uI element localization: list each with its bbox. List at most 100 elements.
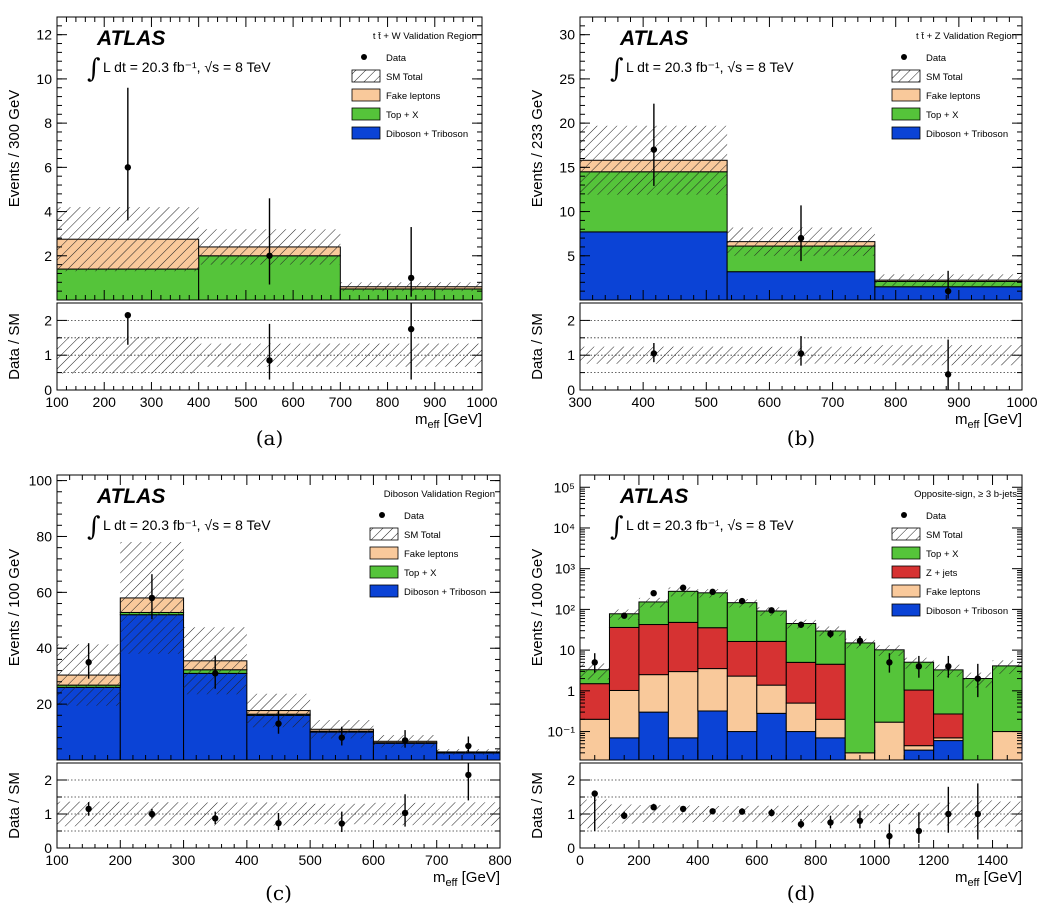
legend-label: Fake leptons bbox=[404, 549, 459, 560]
stack-bar bbox=[874, 721, 905, 761]
x-axis-title-main: m bbox=[415, 411, 428, 428]
lumi-text: L dt = 20.3 fb⁻¹, √s = 8 TeV bbox=[626, 517, 794, 533]
y-tick-label: 2 bbox=[44, 248, 52, 264]
ratio-y-tick-label: 1 bbox=[567, 806, 575, 822]
legend-swatch bbox=[891, 126, 921, 140]
ratio-point bbox=[679, 805, 687, 813]
legend-swatch bbox=[891, 584, 921, 598]
x-tick-label: 0 bbox=[576, 852, 584, 868]
x-tick-label: 600 bbox=[281, 394, 305, 410]
sm-uncertainty-band bbox=[668, 587, 698, 597]
x-tick-label: 600 bbox=[745, 852, 769, 868]
legend: Diboson Validation Region Data SM Total Fak… bbox=[369, 489, 495, 598]
ratio-point bbox=[591, 790, 598, 797]
legend-swatch-sm-total bbox=[369, 527, 399, 541]
legend-swatch-sm-total bbox=[891, 527, 921, 541]
ratio-point bbox=[856, 817, 864, 824]
y-tick-label: 20 bbox=[36, 696, 52, 712]
atlas-label: ATLAS bbox=[96, 27, 165, 50]
ratio-point bbox=[338, 820, 345, 827]
stack-bar bbox=[579, 231, 728, 301]
x-tick-label: 400 bbox=[187, 394, 211, 410]
y-tick-label: 10³ bbox=[555, 561, 576, 577]
legend-label: Diboson + Triboson bbox=[926, 129, 1008, 140]
y-tick-label: 10² bbox=[555, 601, 576, 617]
y-tick-label: 4 bbox=[44, 204, 52, 220]
stack-bar bbox=[667, 590, 699, 623]
ratio-y-tick-label: 2 bbox=[44, 312, 52, 328]
ratio-frame bbox=[56, 302, 483, 391]
x-tick-label: 500 bbox=[298, 852, 322, 868]
ratio-y-axis-title: Data / SM bbox=[529, 313, 546, 380]
stack-bar bbox=[638, 624, 669, 676]
data-point bbox=[679, 584, 687, 591]
y-axis-title: Events / 233 GeV bbox=[529, 90, 546, 208]
ratio-panel: 0 1 2 300 400 500 600 700 800 900 1000 Data / SM mef… bbox=[529, 302, 1038, 431]
x-tick-label: 1000 bbox=[1006, 394, 1037, 410]
x-tick-label: 300 bbox=[140, 394, 164, 410]
stack-bar bbox=[697, 627, 728, 670]
data-point bbox=[974, 675, 981, 682]
data-point bbox=[797, 234, 805, 242]
ratio-y-tick-label: 1 bbox=[567, 347, 575, 363]
stack-bar bbox=[667, 671, 699, 739]
x-axis-title-main: m bbox=[433, 869, 446, 886]
y-tick-label: 8 bbox=[44, 115, 52, 131]
ratio-y-tick-label: 2 bbox=[567, 772, 575, 788]
ratio-point bbox=[915, 827, 923, 835]
data-point bbox=[797, 621, 805, 628]
atlas-label: ATLAS bbox=[619, 27, 688, 50]
ratio-y-axis-title: Data / SM bbox=[529, 772, 546, 839]
x-tick-label: 100 bbox=[45, 394, 69, 410]
integral-sign: ∫ bbox=[610, 512, 624, 542]
y-tick-label: 20 bbox=[559, 115, 575, 131]
ratio-point bbox=[266, 357, 273, 364]
stack-bar bbox=[56, 268, 200, 301]
stack-bar bbox=[638, 711, 669, 761]
x-tick-label: 400 bbox=[686, 852, 710, 868]
ratio-y-tick-label: 0 bbox=[567, 840, 575, 856]
x-axis-title-sub: eff bbox=[427, 419, 440, 431]
data-points bbox=[85, 574, 472, 753]
integral-sign: ∫ bbox=[87, 512, 101, 542]
y-tick-label: 15 bbox=[559, 159, 575, 175]
stack-bar bbox=[579, 718, 610, 761]
x-tick-label: 100 bbox=[45, 852, 69, 868]
ratio-uncertainty-band bbox=[668, 805, 698, 823]
y-tick-label: 1 bbox=[567, 683, 575, 699]
x-tick-label: 1000 bbox=[466, 394, 497, 410]
data-points bbox=[591, 584, 981, 698]
x-tick-label: 200 bbox=[627, 852, 651, 868]
stack-bar bbox=[815, 663, 846, 720]
x-axis-title: meff [GeV] bbox=[955, 411, 1022, 431]
x-axis-title: meff [GeV] bbox=[433, 869, 500, 889]
stack-bar bbox=[756, 640, 787, 686]
data-point bbox=[945, 663, 952, 670]
stack-diboson-triboson bbox=[608, 710, 964, 761]
legend-label: Fake leptons bbox=[926, 587, 981, 598]
x-axis-title-unit: [GeV] bbox=[979, 869, 1022, 886]
stack-diboson-triboson bbox=[579, 231, 1023, 301]
x-tick-label: 600 bbox=[362, 852, 386, 868]
legend-data-marker bbox=[379, 512, 385, 518]
stack-bar bbox=[726, 675, 758, 733]
legend-swatch bbox=[369, 565, 399, 579]
ratio-point bbox=[944, 371, 952, 378]
lumi-label: ∫ L dt = 20.3 fb⁻¹, √s = 8 TeV bbox=[87, 512, 271, 542]
y-tick-label: 100 bbox=[29, 473, 53, 489]
legend-swatch bbox=[369, 584, 399, 598]
legend-data-marker bbox=[361, 54, 367, 60]
ratio-point bbox=[768, 809, 775, 817]
legend-data-marker bbox=[901, 54, 907, 60]
integral-sign: ∫ bbox=[610, 54, 624, 84]
legend-label: Data bbox=[926, 511, 947, 522]
legend-swatch-sm-total bbox=[891, 69, 921, 83]
x-tick-label: 800 bbox=[804, 852, 828, 868]
x-tick-label: 1400 bbox=[977, 852, 1008, 868]
ratio-point bbox=[275, 819, 282, 827]
lumi-label: ∫ L dt = 20.3 fb⁻¹, √s = 8 TeV bbox=[610, 512, 794, 542]
y-tick-label: 10 bbox=[559, 204, 575, 220]
stack-bar bbox=[756, 684, 787, 714]
